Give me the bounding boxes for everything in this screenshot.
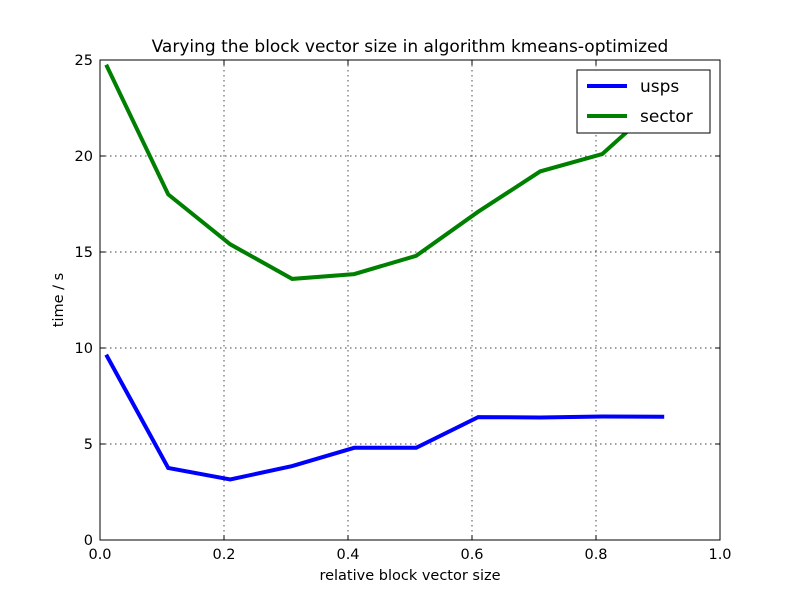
x-tick-label: 1.0 xyxy=(708,547,731,563)
legend: usps sector xyxy=(577,70,710,133)
legend-label-sector: sector xyxy=(640,107,693,127)
y-tick-label: 15 xyxy=(75,245,93,261)
y-tick-label: 0 xyxy=(84,533,93,549)
x-tick-label: 0.4 xyxy=(336,547,359,563)
y-axis-label: time / s xyxy=(51,273,67,327)
x-tick-label: 0.6 xyxy=(460,547,483,563)
y-tick-label: 10 xyxy=(75,341,93,357)
y-tick-label: 25 xyxy=(75,53,93,69)
x-tick-label: 0.8 xyxy=(584,547,607,563)
x-tick-label: 0.2 xyxy=(212,547,235,563)
chart-title: Varying the block vector size in algorit… xyxy=(152,37,669,57)
legend-label-usps: usps xyxy=(640,77,679,97)
y-tick-label: 5 xyxy=(84,437,93,453)
y-tick-label: 20 xyxy=(75,149,93,165)
x-tick-label: 0.0 xyxy=(88,547,111,563)
x-axis-label: relative block vector size xyxy=(319,568,500,584)
